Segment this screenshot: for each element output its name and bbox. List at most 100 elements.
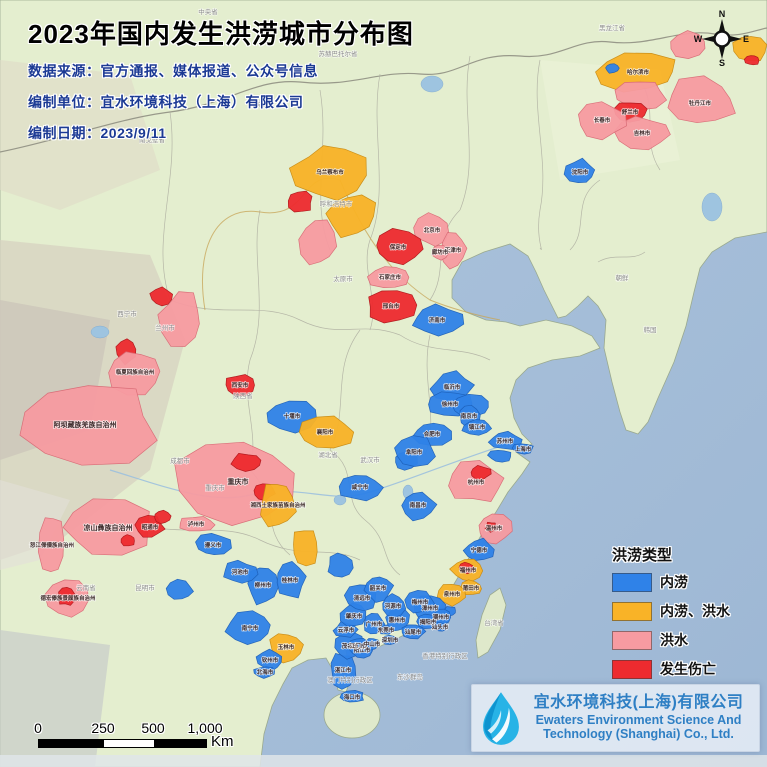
flood-region-海口市 [339,690,364,703]
legend-label: 发生伤亡 [660,661,716,677]
flood-region [58,587,76,606]
flood-region-湘西土家族苗族自治州 [260,484,297,528]
flood-region-label: 钦州市 [262,656,279,664]
flood-region-label: 南宁市 [242,624,259,632]
scale-bar-unit: Km [211,733,234,750]
flood-region [293,530,318,567]
flood-region-保定市 [376,228,424,266]
flood-region-label: 清远市 [354,594,371,602]
flood-region-河池市 [223,559,259,584]
flood-region [670,30,706,59]
flood-region-label: 潮州市 [433,613,450,621]
flood-region-label: 襄阳市 [316,428,334,436]
flood-region-label: 上海市 [515,445,532,453]
flood-region-北京市 [413,212,449,247]
flood-region-label: 韶关市 [370,584,387,592]
compass-w: W [694,34,703,44]
flood-region-label: 德宏傣族景颇族自治州 [39,594,96,602]
producer-line: 编制单位：宜水环境科技（上海）有限公司 [28,94,304,110]
title-block: 2023年国内发生洪涝城市分布图 数据来源：官方通报、媒体报道、公众号信息 编制… [28,14,458,154]
flood-region-label: 柳州市 [255,581,272,589]
flood-region-label: 廊坊市 [432,248,449,256]
flood-region-label: 中山市 [364,640,381,648]
flood-region-label: 汕尾市 [405,628,422,636]
basemap-label: 澳门特别行政区 [327,675,373,684]
flood-region-label: 吉林市 [634,129,651,137]
flood-region [154,509,172,525]
flood-region-镇江市 [461,419,493,436]
flood-region-label: 河池市 [232,568,249,576]
flood-region-label: 沈阳市 [572,168,589,176]
flood-region-label: 肇庆市 [345,612,363,620]
flood-region-泸州市 [179,516,216,532]
legend-swatch-hongshui [612,630,652,650]
basemap-label: 香港特别行政区 [422,651,468,660]
flood-region [287,190,313,213]
flood-region-label: 云浮市 [338,626,355,634]
legend-label: 洪水 [660,632,688,648]
flood-region-中山市 [364,638,380,651]
taiwan-island [475,587,507,659]
flood-region [605,63,620,74]
basemap-label: 昆明市 [135,583,155,592]
flood-region-label: 湘西土家族苗族自治州 [250,501,306,509]
flood-region-label: 宁德市 [471,546,488,554]
flood-region-湛江市 [330,652,357,690]
flood-region-桂林市 [276,561,307,599]
company-name-en-2: Technology (Shanghai) Co., Ltd. [543,727,734,742]
legend-label: 内涝 [660,574,688,590]
flood-region [458,561,475,575]
flood-region-label: 北京市 [424,226,441,234]
basemap-label: 兰州市 [155,323,175,332]
flood-region-邢台市 [368,290,418,324]
basemap-label: 武汉市 [360,455,380,464]
basemap-label: 苏赫巴托尔省 [319,49,359,58]
basemap-label: 东沙群岛 [397,672,423,681]
flood-region-label: 桂林市 [281,576,299,584]
legend-label: 内涝、洪水 [660,603,730,619]
flood-region-label: 海口市 [344,693,361,701]
flood-region-label: 南京市 [461,412,478,420]
flood-region-汕尾市 [401,624,427,640]
company-name-cn: 宜水环境科技(上海)有限公司 [533,693,744,711]
basemap-label: 太原市 [333,274,353,283]
legend-title: 洪涝类型 [612,547,673,564]
flood-region-label: 邢台市 [382,302,400,310]
flood-region-label: 河源市 [385,602,402,610]
flood-region-北海市 [253,666,275,679]
flood-region-阜阳市 [394,435,436,467]
flood-region-乌兰察布市 [288,145,367,201]
basemap-label: 重庆市 [205,483,225,492]
flood-region-济南市 [411,303,465,337]
compass-s: S [719,58,725,68]
flood-region-label: 南昌市 [410,501,427,509]
flood-region-宁德市 [462,537,495,561]
flood-region-上海市 [511,443,534,455]
basemap-label: 台湾省 [484,618,504,627]
basemap-label: 陕西省 [233,391,253,400]
flood-region-深圳市 [381,634,399,645]
flood-region-label: 徐州市 [441,400,459,408]
flood-region-label: 遵义市 [205,541,222,549]
flood-region-label: 莆田市 [463,584,480,592]
legend-swatch-neilao [612,572,652,592]
flood-region-label: 临沂市 [444,383,461,391]
flood-region-西安市 [225,374,255,396]
flood-region-label: 阜阳市 [406,448,423,456]
flood-region-南昌市 [401,491,438,522]
flood-region-label: 玉林市 [278,643,295,651]
date-line: 编制日期：2023/9/11 [28,125,167,141]
flood-region-遵义市 [195,533,232,555]
basemap-label: 黑龙江省 [599,23,626,32]
flood-region-label: 天津市 [445,246,462,254]
flood-region-label: 温州市 [486,524,503,532]
basemap-label: 湖北省 [318,450,338,459]
map-title: 2023年国内发生洪涝城市分布图 [28,19,414,49]
flood-region-label: 福州市 [459,566,477,574]
scale-bar-tick: 1,000 [187,720,223,736]
flood-region-label: 泸州市 [188,520,205,528]
flood-region-南宁市 [224,610,271,645]
flood-region-咸宁市 [338,475,384,502]
flood-region-label: 揭阳市 [420,618,437,626]
